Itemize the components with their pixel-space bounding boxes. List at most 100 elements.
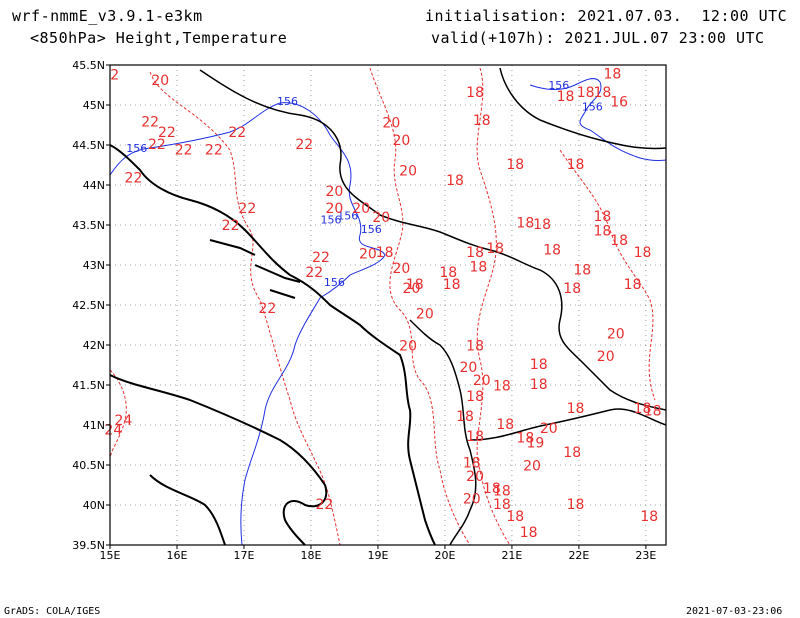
temp-label: 22: [158, 125, 176, 141]
italy-coastline: [109, 374, 328, 546]
border-line-greece: [469, 408, 667, 441]
temp-label: 24: [104, 423, 122, 439]
temp-label: 20: [352, 201, 370, 217]
island-3: [269, 289, 296, 299]
lon-tick-label: 19E: [367, 549, 388, 562]
temp-label: 20: [325, 184, 343, 200]
temp-label: 20: [416, 307, 434, 323]
temp-label: 18: [466, 85, 484, 101]
temp-label: 18: [466, 389, 484, 405]
temp-label: 18: [493, 379, 511, 395]
temp-label: 18: [470, 259, 488, 275]
temp-label: 22: [315, 497, 333, 513]
coastlines-borders: [109, 67, 667, 546]
lat-tick-label: 43N: [83, 259, 105, 272]
lat-tick-label: 40.5N: [72, 459, 105, 472]
temp-label: 18: [406, 277, 424, 293]
temp-label: 22: [205, 143, 223, 159]
temp-label: 18: [530, 357, 548, 373]
temp-label: 20: [382, 115, 400, 131]
temp-label: 18: [543, 243, 561, 259]
temp-label: 18: [466, 245, 484, 261]
footer-timestamp: 2021-07-03-23:06: [686, 606, 783, 617]
lon-tick-label: 17E: [233, 549, 254, 562]
height-contour-156-main: [109, 102, 386, 546]
temp-label: 18: [577, 85, 595, 101]
temp-contour-20: [369, 67, 471, 546]
height-label: 156: [361, 223, 382, 236]
temp-label: 20: [399, 339, 417, 355]
footer-credit: GrADS: COLA/IGES: [4, 606, 101, 617]
plot-frame: [109, 64, 667, 546]
temp-label: 20: [151, 73, 169, 89]
border-line-albania: [409, 319, 477, 546]
temp-label: 20: [325, 201, 343, 217]
temp-label: 18: [466, 339, 484, 355]
temp-label: 22: [295, 137, 313, 153]
temp-label: 18: [520, 525, 538, 541]
temp-label: 16: [610, 95, 628, 111]
height-label: 156: [548, 79, 569, 92]
lat-tick-label: 39.5N: [72, 539, 105, 552]
height-label: 156: [337, 209, 358, 222]
height-label: 156: [321, 213, 342, 226]
temp-label: 18: [443, 277, 461, 293]
temp-contour-18a: [476, 67, 511, 546]
height-contours: [109, 78, 667, 546]
lat-tick-label: 44N: [83, 179, 105, 192]
height-label: 156: [126, 142, 147, 155]
italy-heel-coastline: [149, 474, 226, 546]
temp-label: 18: [567, 497, 585, 513]
island-1: [209, 239, 256, 256]
temp-label: 2: [110, 67, 119, 83]
temp-label: 18: [516, 431, 534, 447]
temp-label: 18: [593, 223, 611, 239]
temp-label: 18: [486, 241, 504, 257]
temp-label: 18: [506, 509, 524, 525]
temp-label: 20: [540, 421, 558, 437]
lon-tick-label: 15E: [100, 549, 121, 562]
temp-label: 18: [496, 417, 514, 433]
temp-label: 18: [593, 209, 611, 225]
temp-label: 22: [125, 171, 143, 187]
temp-label: 18: [644, 403, 662, 419]
temp-label: 18: [493, 483, 511, 499]
temp-label: 18: [506, 157, 524, 173]
temp-label: 20: [392, 261, 410, 277]
temp-label: 18: [533, 217, 551, 233]
valid-time: valid(+107h): 2021.JUL.07 23:00 UTC: [431, 29, 765, 47]
temp-label: 19: [526, 435, 544, 451]
temp-label: 22: [222, 218, 240, 234]
temp-label: 22: [305, 265, 323, 281]
lat-tick-label: 42.5N: [72, 299, 105, 312]
temp-label: 20: [392, 133, 410, 149]
lon-tick-label: 18E: [300, 549, 321, 562]
lon-tick-label: 20E: [434, 549, 455, 562]
island-2: [254, 264, 301, 283]
temp-label: 18: [456, 409, 474, 425]
temp-label: 20: [359, 247, 377, 263]
temp-label: 20: [463, 491, 481, 507]
temp-label: 18: [610, 233, 628, 249]
lat-tick-label: 44.5N: [72, 139, 105, 152]
temp-label: 20: [597, 349, 615, 365]
temp-label: 20: [372, 210, 390, 226]
temp-label: 18: [483, 481, 501, 497]
axis-tick-labels: 15E 16E 17E 18E 19E 20E 21E 22E 23E 39.5N 40N 40.5N…: [72, 59, 656, 562]
temp-label: 18: [593, 85, 611, 101]
lat-tick-label: 40N: [83, 499, 105, 512]
temp-contour-18b: [559, 149, 656, 401]
temp-label: 18: [563, 281, 581, 297]
lat-tick-label: 45.5N: [72, 59, 105, 72]
temp-label: 18: [603, 67, 621, 83]
temp-label: 22: [312, 250, 330, 266]
adriatic-coastline: [109, 144, 436, 546]
lat-tick-label: 41.5N: [72, 379, 105, 392]
lat-tick-label: 42N: [83, 339, 105, 352]
border-line-north: [199, 69, 667, 411]
temp-label: 22: [238, 201, 256, 217]
temp-label: 18: [439, 265, 457, 281]
temp-label: 20: [607, 327, 625, 343]
